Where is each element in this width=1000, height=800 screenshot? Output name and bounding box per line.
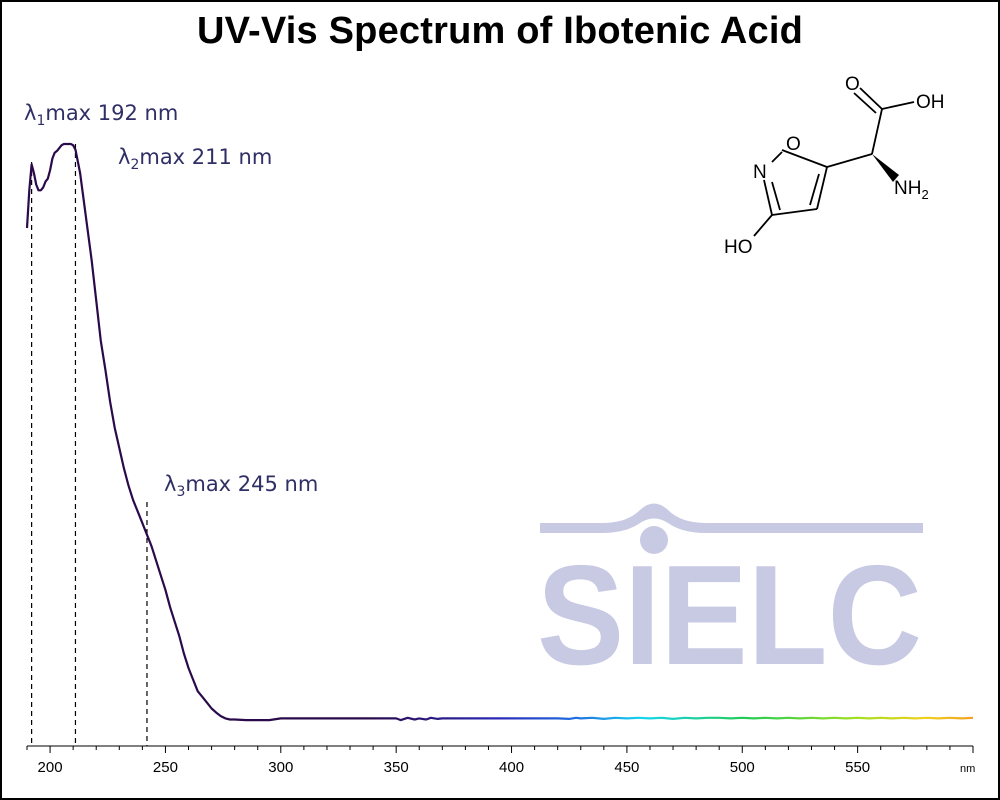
bond-c5-c4-double [809, 173, 820, 206]
wedge-bond-nh2 [872, 154, 899, 182]
bond-c5-calpha [826, 153, 873, 168]
bond-c3-oh [753, 214, 773, 237]
x-axis-tick-labels: 200 250 300 350 400 450 500 550 [38, 759, 871, 776]
x-tick-label: 500 [730, 759, 755, 776]
atom-label-oh: OH [916, 92, 945, 113]
x-axis-unit-label: nm [960, 763, 975, 775]
atom-label-nh2: NH2 [894, 178, 929, 202]
atom-label-nh: NH [894, 178, 921, 199]
bond-c-o-double-2 [853, 92, 877, 114]
bond-o-c5 [781, 149, 828, 168]
x-tick-label: 300 [268, 759, 293, 776]
x-tick-label: 450 [614, 759, 639, 776]
bond-c5-c4 [816, 166, 828, 210]
peak-label: λ2max 211 nm [118, 145, 272, 173]
peak-marker-lines [31, 144, 148, 746]
x-axis-ticks [26, 746, 974, 753]
molecule-atom-labels: O OH O N NH2 HO [724, 74, 945, 258]
peak-label: λ3max 245 nm [164, 472, 318, 500]
uv-spectrum-series-line [25, 142, 974, 722]
atom-label-ho: HO [724, 237, 753, 258]
x-tick-label: 350 [384, 759, 409, 776]
bond-c3-n [763, 179, 773, 216]
ibotenic-acid-structure [753, 87, 915, 237]
bond-c-o-double-1 [859, 87, 883, 110]
atom-label-o-ring: O [786, 134, 801, 155]
bond-c-oh [881, 101, 915, 110]
atom-label-nh2-subscript: 2 [921, 187, 928, 202]
bond-n-o [771, 151, 783, 163]
atom-label-n-ring: N [753, 162, 767, 183]
x-tick-label: 250 [153, 759, 178, 776]
chart-title: UV-Vis Spectrum of Ibotenic Acid [196, 10, 804, 52]
peak-labels: λ1max 192 nm λ2max 211 nm λ3max 245 nm [24, 101, 318, 500]
x-tick-label: 400 [499, 759, 524, 776]
bond-c3-n-double [771, 181, 781, 211]
bond-calpha-ccarboxyl [871, 108, 883, 155]
bond-c4-c3 [771, 208, 818, 216]
peak-label: λ1max 192 nm [24, 101, 178, 129]
sielc-watermark-logo: SIELC [537, 503, 923, 695]
atom-label-o-carbonyl: O [845, 74, 860, 95]
x-tick-label: 200 [38, 759, 63, 776]
watermark-text: SIELC [537, 536, 922, 695]
x-tick-label: 550 [845, 759, 870, 776]
